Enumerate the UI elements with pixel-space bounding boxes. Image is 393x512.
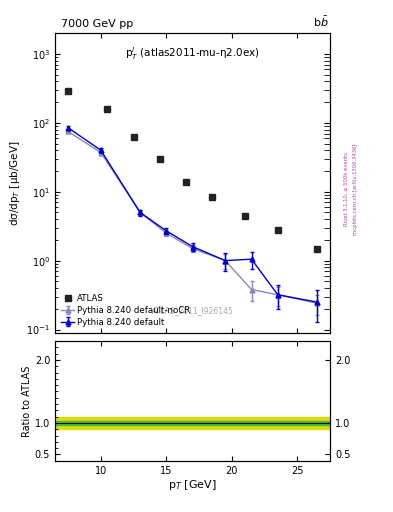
ATLAS	[158, 156, 162, 162]
Text: mcplots.cern.ch [arXiv:1306.3436]: mcplots.cern.ch [arXiv:1306.3436]	[353, 144, 358, 235]
Y-axis label: dσ/dp$_T$ [μb/GeV]: dσ/dp$_T$ [μb/GeV]	[8, 140, 22, 226]
Line: ATLAS: ATLAS	[65, 88, 320, 251]
Text: ATLAS_2011_I926145: ATLAS_2011_I926145	[152, 306, 233, 315]
ATLAS	[210, 194, 215, 200]
X-axis label: p$_T$ [GeV]: p$_T$ [GeV]	[168, 478, 217, 493]
Text: 7000 GeV pp: 7000 GeV pp	[61, 19, 133, 29]
Legend: ATLAS, Pythia 8.240 default-noCR, Pythia 8.240 default: ATLAS, Pythia 8.240 default-noCR, Pythia…	[59, 293, 193, 328]
Text: p$_T^l$ (atlas2011-mu-η2.0ex): p$_T^l$ (atlas2011-mu-η2.0ex)	[125, 45, 260, 62]
ATLAS	[242, 212, 247, 219]
Text: b$\bar{b}$: b$\bar{b}$	[312, 15, 328, 29]
Bar	[55, 421, 330, 425]
Y-axis label: Ratio to ATLAS: Ratio to ATLAS	[22, 365, 32, 437]
Text: Rivet 3.1.10, ≥ 500k events: Rivet 3.1.10, ≥ 500k events	[344, 153, 349, 226]
ATLAS	[315, 245, 320, 251]
ATLAS	[105, 106, 110, 112]
Bar	[55, 417, 330, 429]
ATLAS	[131, 134, 136, 140]
ATLAS	[66, 88, 70, 94]
ATLAS	[275, 227, 280, 233]
ATLAS	[184, 179, 188, 185]
